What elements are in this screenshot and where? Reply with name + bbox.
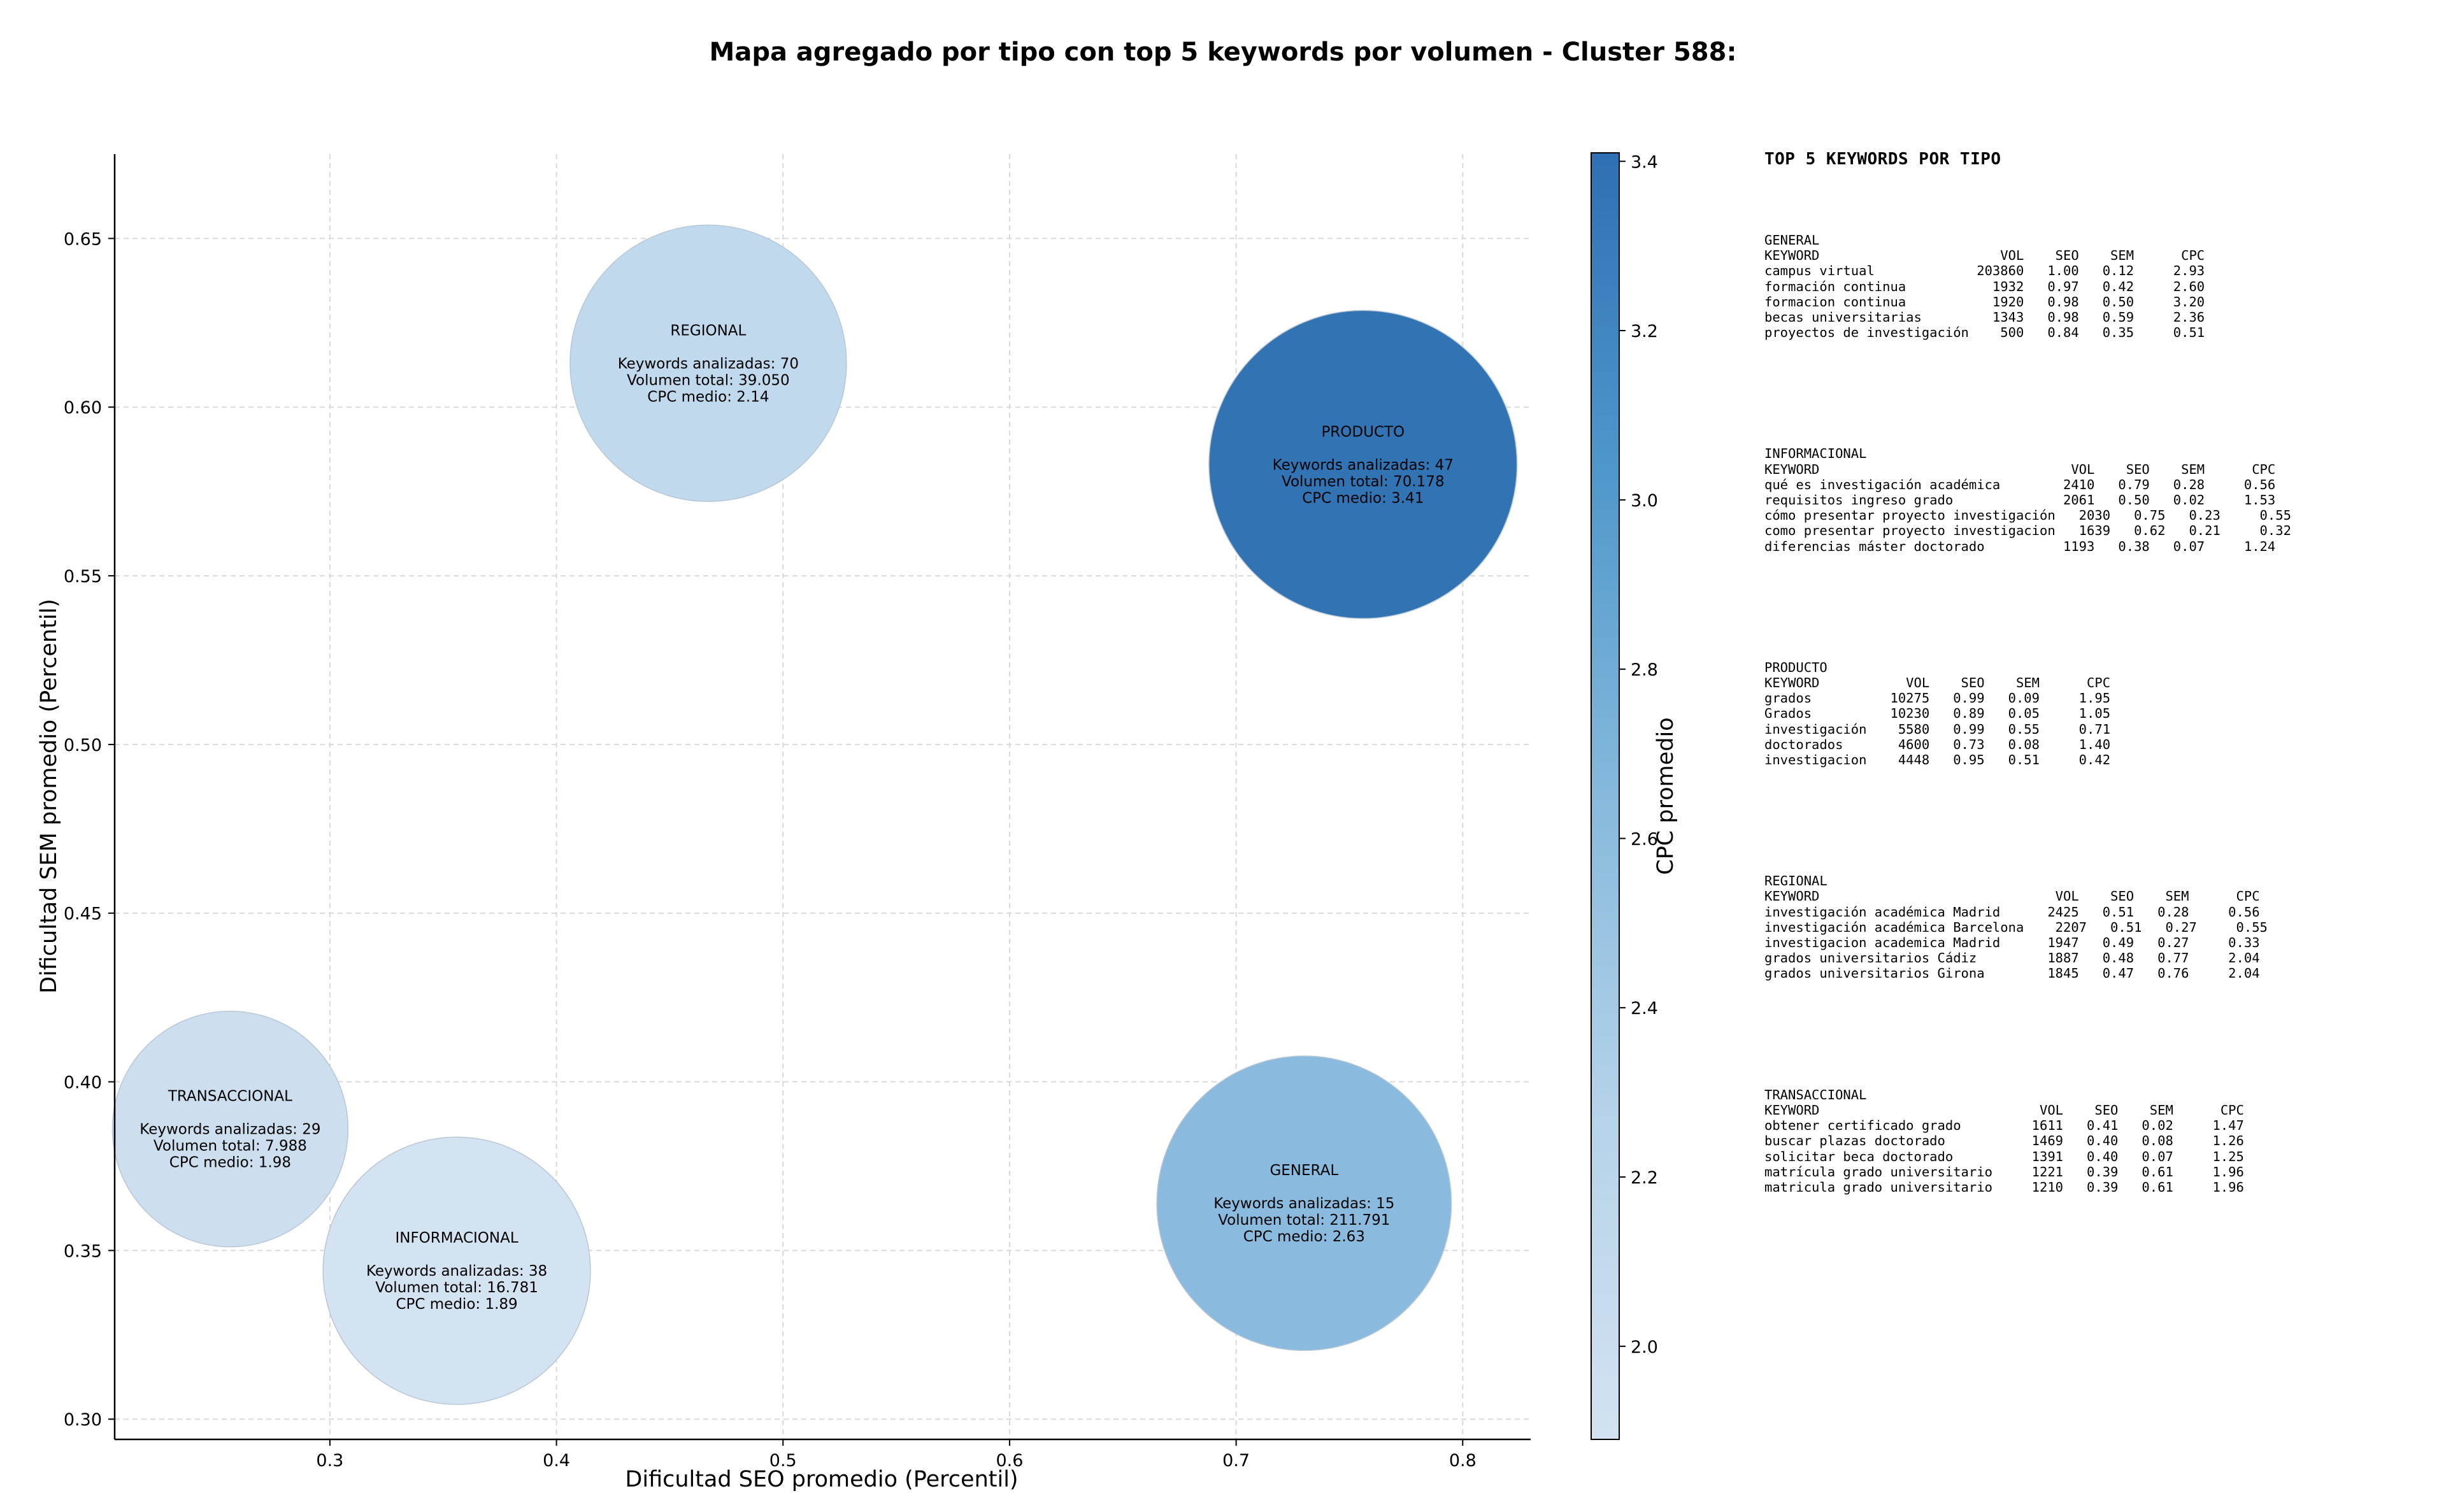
y-tick-label: 0.45 <box>64 904 102 924</box>
y-tick-label: 0.60 <box>64 398 102 418</box>
keyword-table-general: GENERAL KEYWORD VOL SEO SEM CPC campus v… <box>1764 232 2433 340</box>
bubble-label: Volumen total: 7.988 <box>154 1138 307 1155</box>
colorbar-tick-label: 3.4 <box>1631 152 1658 172</box>
bubble-circle <box>569 224 847 503</box>
keyword-table-regional: REGIONAL KEYWORD VOL SEO SEM CPC investi… <box>1764 873 2433 981</box>
bubble-label: Keywords analizadas: 29 <box>139 1122 320 1138</box>
keyword-table-informacional: INFORMACIONAL KEYWORD VOL SEO SEM CPC qu… <box>1764 446 2433 553</box>
keyword-table-transaccional: TRANSACCIONAL KEYWORD VOL SEO SEM CPC ob… <box>1764 1087 2433 1195</box>
colorbar-tick-label: 3.0 <box>1631 491 1658 511</box>
bubble-label: CPC medio: 1.89 <box>396 1296 517 1313</box>
axes: 0.3 0.4 0.5 0.6 0.7 0.8 0.30 0.35 0.40 0.45 0.50 0.… <box>64 154 1531 1471</box>
x-tick-label: 0.6 <box>996 1451 1023 1471</box>
chart-title: Mapa agregado por tipo con top 5 keyword… <box>710 38 1737 67</box>
bubble-label: Keywords analizadas: 70 <box>618 355 799 372</box>
x-axis-label: Dificultad SEO promedio (Percentil) <box>625 1467 1018 1492</box>
colorbar: 2.0 2.2 2.4 2.6 2.8 3.0 3.2 3.4 <box>1591 152 1658 1440</box>
panel-title: TOP 5 KEYWORDS POR TIPO <box>1764 150 2001 169</box>
colorbar-tick-label: 2.8 <box>1631 660 1658 680</box>
bubble-label: Volumen total: 16.781 <box>375 1280 538 1296</box>
y-tick-label: 0.40 <box>64 1073 102 1093</box>
y-tick-label: 0.55 <box>64 567 102 587</box>
colorbar-tick-label: 3.2 <box>1631 322 1658 341</box>
keyword-table-text: INFORMACIONAL KEYWORD VOL SEO SEM CPC qu… <box>1764 446 2291 554</box>
y-tick-label: 0.35 <box>64 1241 102 1261</box>
y-tick-label: 0.65 <box>64 229 102 249</box>
keyword-table-text: REGIONAL KEYWORD VOL SEO SEM CPC investi… <box>1764 873 2268 981</box>
bubble-label: REGIONAL <box>670 322 746 339</box>
x-tick-label: 0.5 <box>769 1451 797 1471</box>
x-tick-label: 0.4 <box>543 1451 570 1471</box>
bubble-label: PRODUCTO <box>1321 424 1405 440</box>
bubble-label: Keywords analizadas: 15 <box>1213 1195 1394 1212</box>
bubble-label: CPC medio: 2.63 <box>1243 1229 1365 1245</box>
bubble-transaccional: TRANSACCIONAL Keywords analizadas: 29Volu… <box>111 1011 349 1248</box>
colorbar-gradient <box>1591 152 1620 1440</box>
y-tick-label: 0.30 <box>64 1410 102 1430</box>
x-tick-label: 0.8 <box>1449 1451 1477 1471</box>
bubble-circle <box>322 1136 591 1405</box>
bubble-label: Keywords analizadas: 47 <box>1273 457 1454 473</box>
bubble-label: CPC medio: 2.14 <box>647 389 769 405</box>
bubble-label: CPC medio: 3.41 <box>1302 490 1424 506</box>
y-axis-label: Dificultad SEM promedio (Percentil) <box>36 599 62 994</box>
bubble-informacional: INFORMACIONAL Keywords analizadas: 38Volu… <box>322 1136 591 1405</box>
keyword-table-text: TRANSACCIONAL KEYWORD VOL SEO SEM CPC ob… <box>1764 1087 2244 1195</box>
bubble-circle <box>1208 310 1518 619</box>
bubble-label: Volumen total: 39.050 <box>627 372 790 389</box>
colorbar-tick-label: 2.0 <box>1631 1337 1658 1357</box>
keyword-table-text: GENERAL KEYWORD VOL SEO SEM CPC campus v… <box>1764 232 2205 341</box>
bubble-circle <box>111 1011 349 1248</box>
colorbar-tick-label: 2.4 <box>1631 999 1658 1018</box>
y-tick-label: 0.50 <box>64 736 102 755</box>
bubble-label: TRANSACCIONAL <box>168 1088 292 1105</box>
bubble-label: Volumen total: 211.791 <box>1218 1212 1390 1229</box>
bubble-label: INFORMACIONAL <box>395 1230 518 1246</box>
bubble-label: CPC medio: 1.98 <box>169 1155 291 1171</box>
bubble-circle <box>1156 1055 1452 1352</box>
keyword-table-producto: PRODUCTO KEYWORD VOL SEO SEM CPC grados … <box>1764 660 2433 767</box>
colorbar-label: CPC promedio <box>1653 717 1678 874</box>
bubble-label: Keywords analizadas: 38 <box>366 1263 547 1280</box>
bubble-label: GENERAL <box>1269 1162 1338 1179</box>
top-keywords-panel: TOP 5 KEYWORDS POR TIPO GENERAL KEYWORD … <box>1764 150 2433 1301</box>
x-tick-label: 0.3 <box>316 1451 343 1471</box>
x-tick-label: 0.7 <box>1222 1451 1250 1471</box>
keyword-table-text: PRODUCTO KEYWORD VOL SEO SEM CPC grados … <box>1764 659 2111 768</box>
colorbar-tick-label: 2.2 <box>1631 1168 1658 1188</box>
bubble-label: Volumen total: 70.178 <box>1282 473 1445 490</box>
colorbar-tick-label: 2.6 <box>1631 829 1658 849</box>
